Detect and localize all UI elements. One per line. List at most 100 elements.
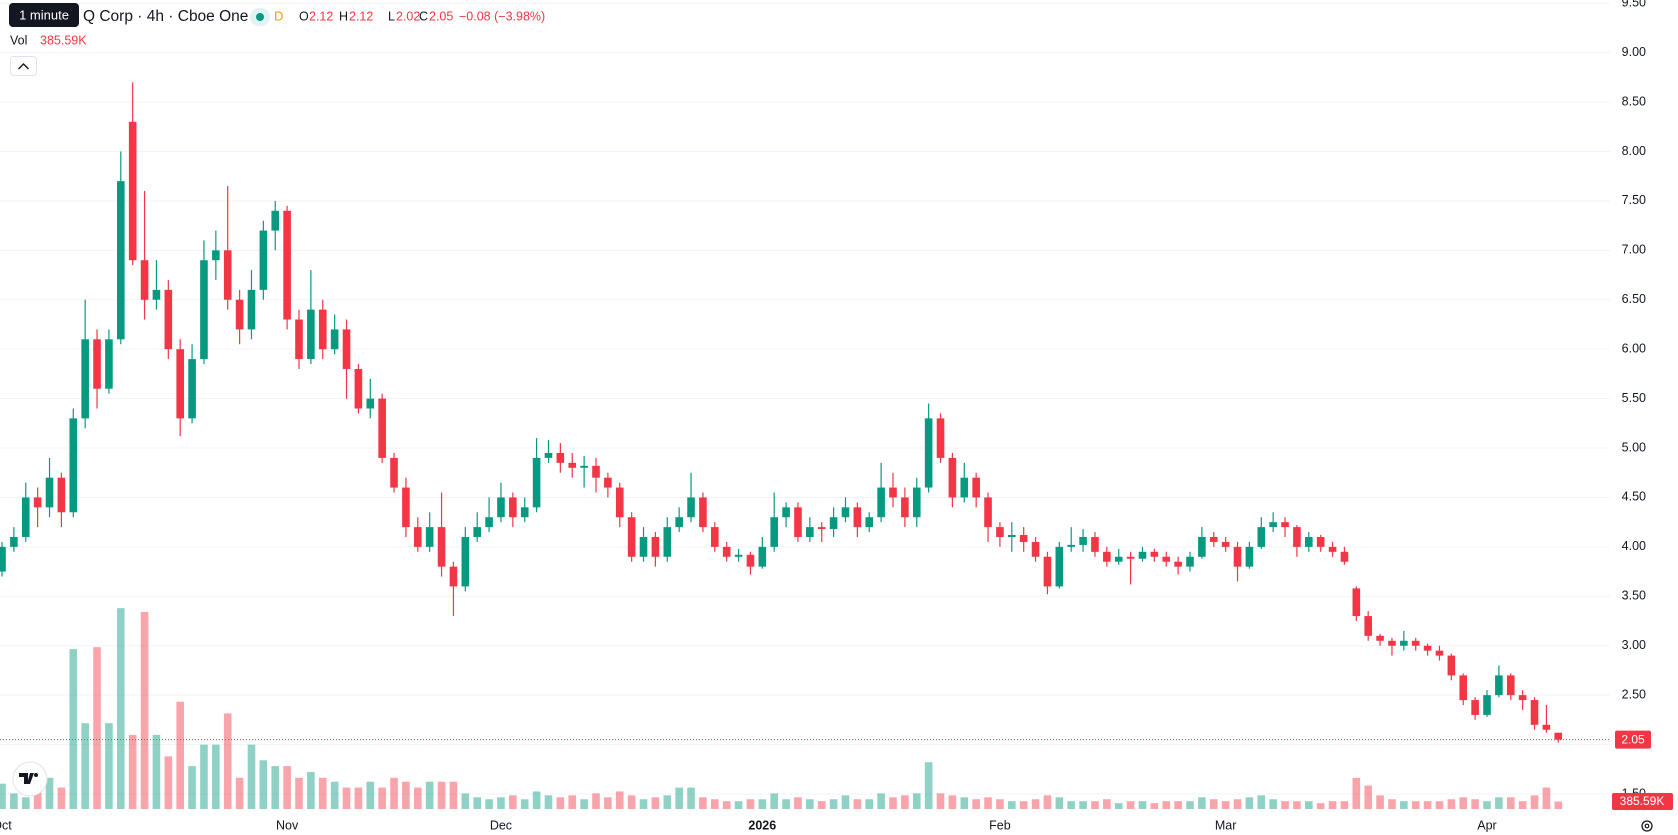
settings-button[interactable] [1641, 820, 1653, 832]
candle-body [378, 398, 386, 458]
candle-body [853, 507, 862, 528]
y-tick-label: 5.00 [1622, 440, 1646, 454]
volume-title: Vol [10, 33, 27, 47]
logo-dot [34, 773, 38, 777]
legend-key: L [388, 9, 395, 23]
y-tick-label: 3.50 [1622, 589, 1646, 603]
volume-bar [402, 781, 410, 809]
volume-bar [93, 647, 101, 809]
volume-bar [247, 744, 256, 809]
legend-key: H [339, 9, 348, 23]
collapse-button[interactable] [10, 56, 37, 76]
candle-body [1186, 556, 1194, 567]
volume-bar [473, 797, 481, 809]
legend-key: C [419, 9, 428, 23]
volume-bar [1364, 785, 1372, 809]
y-tick-label: 9.00 [1622, 45, 1646, 59]
volume-bar [1008, 801, 1016, 809]
candle-body [1031, 541, 1040, 557]
volume-bar [1471, 799, 1479, 809]
candle-body [1376, 635, 1384, 641]
candle-body [877, 487, 885, 518]
volume-bar [948, 795, 957, 809]
volume-bar [984, 797, 992, 809]
volume-bar [806, 799, 814, 809]
candle-body [1138, 551, 1147, 559]
candle-body [461, 536, 470, 587]
candle-body [1411, 640, 1420, 646]
candle-body [176, 349, 184, 419]
candle-body [57, 477, 66, 513]
volume-bar [1209, 799, 1218, 809]
candle-body [901, 497, 909, 518]
candle-body [1008, 535, 1016, 537]
volume-bar [936, 793, 945, 809]
candle-body [782, 507, 790, 518]
volume-bar [425, 781, 434, 809]
candle-body [128, 121, 137, 261]
candle-body [615, 487, 624, 518]
y-tick-label: 6.50 [1622, 292, 1646, 306]
candle-body [295, 319, 303, 360]
candle-body [1352, 588, 1361, 617]
candle-body [817, 527, 826, 530]
volume-bar [1019, 801, 1028, 809]
volume-layer [0, 608, 1563, 809]
x-tick-label: Nov [276, 818, 299, 832]
candle-body [924, 418, 933, 488]
settings-icon [1644, 823, 1650, 829]
volume-bar [699, 797, 707, 809]
volume-tag-label: 385.59K [1620, 794, 1665, 808]
volume-bar [1554, 801, 1563, 809]
candle-body [699, 497, 707, 528]
volume-bar [794, 797, 802, 809]
candle-body [497, 497, 505, 518]
y-tick-label: 4.00 [1622, 539, 1646, 553]
grid-layer [0, 2, 1610, 795]
candle-body [1174, 561, 1182, 567]
volume-bar [1293, 801, 1301, 809]
candle-body [81, 339, 89, 419]
volume-bar [711, 799, 719, 809]
candle-body [829, 517, 838, 530]
volume-bar [342, 787, 351, 809]
candle-body [1423, 645, 1432, 651]
volume-bar [817, 801, 826, 809]
candle-body [865, 517, 874, 528]
volume-bar [485, 799, 493, 809]
candle-body [21, 497, 30, 537]
y-tick-label: 7.50 [1622, 193, 1646, 207]
volume-bar [45, 777, 54, 809]
candle-body [794, 507, 802, 537]
candle-body [1305, 536, 1313, 547]
volume-bar [164, 756, 173, 809]
candle-body [223, 250, 232, 300]
candle-body [1126, 556, 1135, 559]
volume-bar [1103, 799, 1111, 809]
collapse-icon [18, 63, 29, 70]
candle-body [1067, 544, 1075, 547]
last-price-label: 2.05 [1621, 732, 1645, 746]
volume-bar [722, 801, 731, 809]
candle-body [1221, 541, 1230, 547]
candle-body [437, 527, 446, 567]
volume-bar [1459, 797, 1468, 809]
candle-body [639, 536, 648, 557]
badge: D [274, 8, 283, 23]
candle-body [1198, 536, 1206, 557]
volume-bar [532, 791, 541, 809]
volume-bar [865, 799, 874, 809]
volume-bar [1150, 803, 1159, 809]
y-tick-label: 3.00 [1622, 638, 1646, 652]
tooltip: 1 minute [19, 7, 69, 22]
candle-body [687, 497, 695, 518]
volume-bar [200, 744, 208, 809]
candle-body [1388, 640, 1396, 646]
volume-bar [57, 787, 66, 809]
candle-body [1055, 546, 1064, 587]
volume-bar [687, 787, 695, 809]
volume-bar [212, 744, 220, 809]
candle-body [105, 339, 113, 389]
legend-low: 2.02 [396, 9, 420, 23]
